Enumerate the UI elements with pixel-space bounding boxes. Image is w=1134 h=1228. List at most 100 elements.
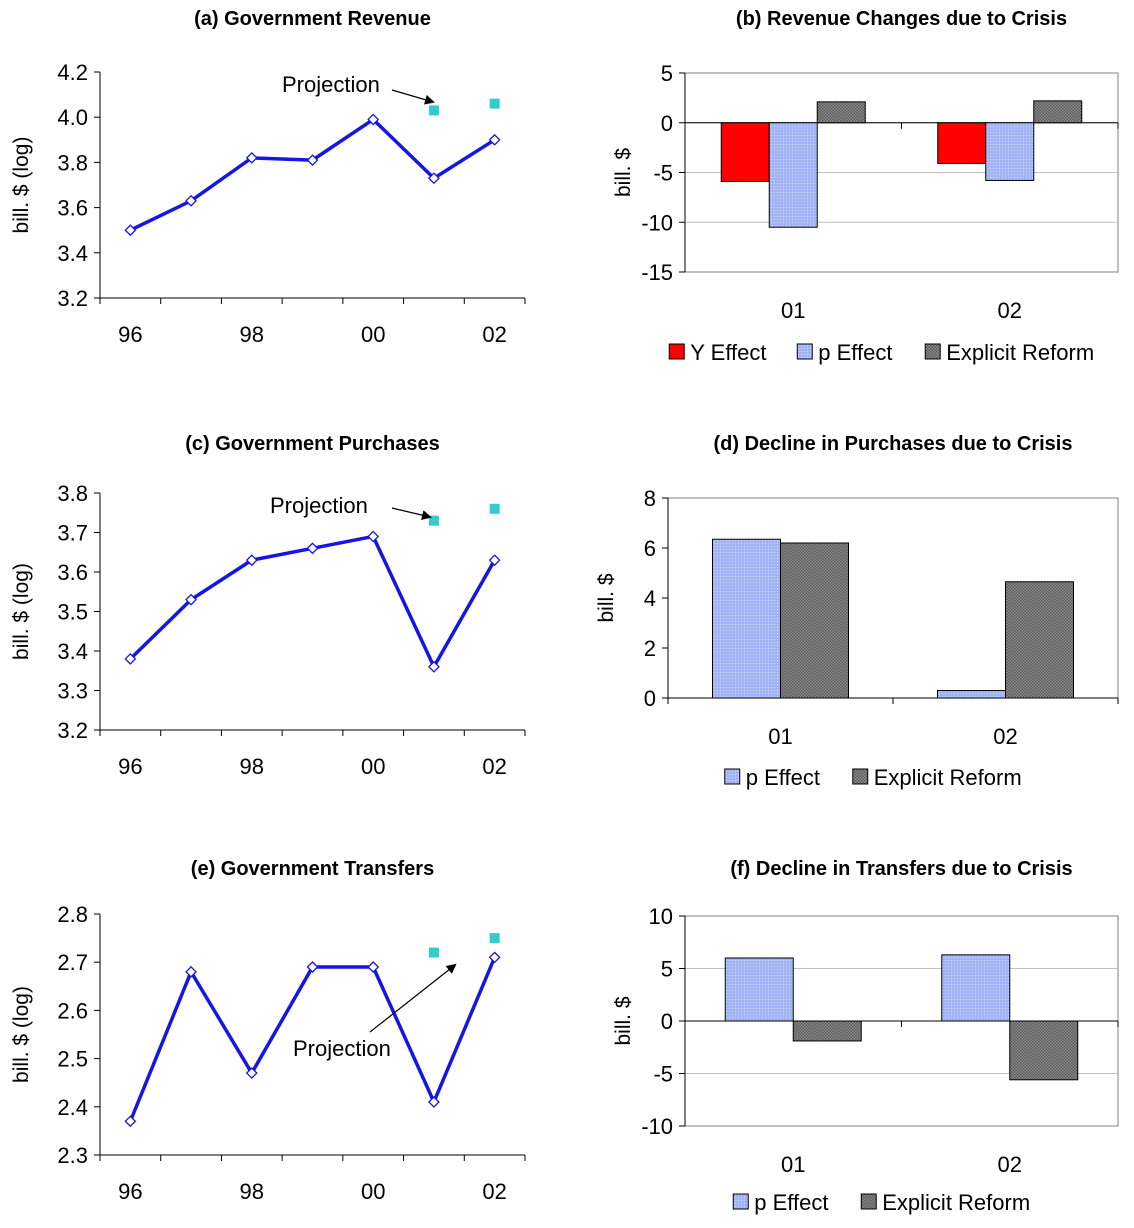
chart-title: (b) Revenue Changes due to Crisis bbox=[736, 8, 1067, 30]
data-point bbox=[124, 1115, 137, 1128]
legend-swatch bbox=[860, 1193, 877, 1210]
projection-point bbox=[428, 947, 439, 958]
projection-annotation: Projection bbox=[282, 72, 380, 97]
projection-point bbox=[428, 515, 439, 526]
x-tick-label: 98 bbox=[240, 322, 264, 347]
x-tick-label: 96 bbox=[118, 754, 142, 779]
chart-title: (d) Decline in Purchases due to Crisis bbox=[714, 433, 1073, 455]
bar bbox=[985, 122, 1035, 181]
x-tick-label: 00 bbox=[361, 322, 385, 347]
data-point bbox=[245, 151, 258, 164]
projection-point bbox=[489, 933, 500, 944]
x-tick-label: 01 bbox=[781, 1152, 805, 1177]
legend-swatch bbox=[796, 343, 813, 360]
bar bbox=[792, 1020, 862, 1042]
data-point bbox=[488, 554, 501, 567]
x-tick-label: 02 bbox=[993, 724, 1017, 749]
chart-panel-e: (e) Government Transfers bill. $ (log) 2.3… bbox=[10, 858, 526, 1204]
legend-label: p Effect bbox=[746, 765, 820, 790]
data-point bbox=[124, 224, 137, 237]
y-tick-label: 2.4 bbox=[57, 1095, 88, 1120]
x-tick-label: 02 bbox=[998, 298, 1022, 323]
y-tick-label: -10 bbox=[641, 1114, 673, 1139]
y-tick-label: 0 bbox=[644, 686, 656, 711]
x-tick-label: 98 bbox=[240, 1179, 264, 1204]
y-tick-label: 6 bbox=[644, 536, 656, 561]
legend-label: Explicit Reform bbox=[946, 340, 1094, 365]
legend-label: p Effect bbox=[754, 1190, 828, 1215]
y-axis-label: bill. $ (log) bbox=[10, 986, 33, 1083]
series-line bbox=[129, 117, 496, 232]
data-point bbox=[306, 961, 319, 973]
projection-point bbox=[428, 105, 439, 116]
x-tick-label: 00 bbox=[361, 754, 385, 779]
y-axis-label: bill. $ bbox=[595, 573, 618, 622]
legend-label: Explicit Reform bbox=[874, 765, 1022, 790]
x-tick-label: 01 bbox=[781, 298, 805, 323]
y-tick-label: 10 bbox=[649, 904, 673, 929]
chart-panel-a: (a) Government Revenue bill. $ (log) 3.2 3.… bbox=[10, 8, 526, 347]
x-tick-label: 96 bbox=[118, 322, 142, 347]
x-tick-label: 98 bbox=[240, 754, 264, 779]
legend-label: p Effect bbox=[818, 340, 892, 365]
y-tick-label: 2.3 bbox=[57, 1143, 88, 1168]
projection-arrow bbox=[369, 963, 457, 1033]
y-axis-label: bill. $ bbox=[612, 148, 635, 197]
y-tick-label: 3.4 bbox=[57, 639, 88, 664]
y-tick-label: 0 bbox=[661, 1009, 673, 1034]
data-point bbox=[488, 133, 501, 146]
projection-point bbox=[489, 503, 500, 514]
bar bbox=[724, 957, 794, 1022]
projection-annotation: Projection bbox=[270, 493, 368, 518]
y-tick-label: 5 bbox=[661, 957, 673, 982]
y-axis-label: bill. $ (log) bbox=[10, 137, 33, 234]
chart-panel-b: (b) Revenue Changes due to Crisis bill. $… bbox=[612, 8, 1119, 365]
data-point bbox=[185, 593, 197, 606]
data-point bbox=[245, 554, 258, 567]
chart-title: (a) Government Revenue bbox=[194, 8, 431, 30]
bar bbox=[1005, 581, 1074, 699]
x-tick-label: 00 bbox=[361, 1179, 385, 1204]
chart-title: (f) Decline in Transfers due to Crisis bbox=[730, 858, 1072, 880]
y-tick-label: 0 bbox=[661, 111, 673, 136]
x-tick-label: 96 bbox=[118, 1179, 142, 1204]
bar bbox=[780, 542, 849, 699]
bar bbox=[720, 122, 770, 182]
x-tick-label: 02 bbox=[482, 1179, 506, 1204]
chart-panel-d: (d) Decline in Purchases due to Crisis bi… bbox=[595, 433, 1119, 790]
legend-label: Explicit Reform bbox=[882, 1190, 1030, 1215]
y-tick-label: 3.6 bbox=[57, 196, 88, 221]
series-line bbox=[129, 534, 497, 669]
y-tick-label: 5 bbox=[661, 61, 673, 86]
data-point bbox=[245, 1067, 258, 1079]
y-tick-label: 4.2 bbox=[57, 60, 88, 85]
bar bbox=[816, 101, 866, 124]
data-point bbox=[185, 194, 197, 207]
y-tick-label: 2.5 bbox=[57, 1047, 88, 1072]
projection-arrow bbox=[391, 89, 435, 105]
y-tick-label: 3.8 bbox=[57, 481, 88, 506]
legend-swatch bbox=[668, 343, 685, 360]
y-tick-label: 3.2 bbox=[57, 286, 88, 311]
data-point bbox=[306, 542, 319, 555]
chart-title: (e) Government Transfers bbox=[191, 858, 434, 880]
bar bbox=[1009, 1020, 1079, 1081]
bar bbox=[937, 690, 1006, 699]
data-point bbox=[488, 951, 501, 964]
y-tick-label: 3.3 bbox=[57, 679, 88, 704]
data-point bbox=[367, 113, 380, 126]
data-point bbox=[306, 154, 319, 167]
y-tick-label: -5 bbox=[653, 161, 673, 186]
bar bbox=[1033, 100, 1083, 124]
y-tick-label: 3.6 bbox=[57, 560, 88, 585]
y-tick-label: 3.8 bbox=[57, 150, 88, 175]
y-axis-label: bill. $ (log) bbox=[10, 563, 33, 660]
data-point bbox=[124, 652, 137, 665]
y-tick-label: -10 bbox=[641, 210, 673, 235]
legend-swatch bbox=[732, 1193, 749, 1210]
y-tick-label: 2.7 bbox=[57, 950, 88, 975]
legend-swatch bbox=[724, 768, 741, 785]
projection-arrow bbox=[391, 507, 432, 521]
x-tick-label: 02 bbox=[482, 322, 506, 347]
